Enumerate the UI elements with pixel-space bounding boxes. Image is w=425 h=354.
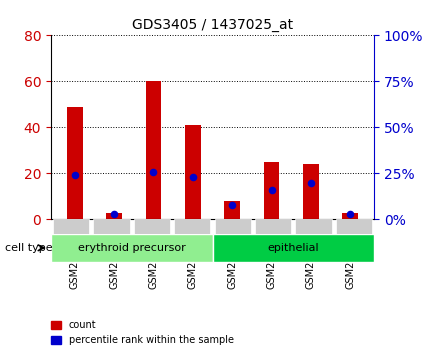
Point	[268, 187, 275, 193]
Title: GDS3405 / 1437025_at: GDS3405 / 1437025_at	[132, 18, 293, 32]
Point	[71, 172, 78, 178]
Bar	[343, 212, 358, 219]
FancyBboxPatch shape	[212, 234, 374, 262]
Point	[150, 169, 157, 175]
Bar	[264, 162, 280, 219]
Point	[308, 180, 314, 185]
Text: epithelial: epithelial	[267, 243, 319, 253]
Point	[190, 174, 196, 180]
Bar	[174, 219, 210, 234]
Text: cell type: cell type	[5, 243, 53, 253]
Point	[229, 202, 235, 207]
Point	[110, 211, 117, 217]
Point	[347, 211, 354, 217]
Bar	[215, 219, 251, 234]
Bar	[255, 219, 291, 234]
Bar	[106, 212, 122, 219]
Bar	[94, 219, 130, 234]
FancyBboxPatch shape	[51, 234, 212, 262]
Bar	[295, 219, 332, 234]
Bar	[67, 107, 82, 219]
Legend: count, percentile rank within the sample: count, percentile rank within the sample	[47, 316, 238, 349]
Bar	[134, 219, 170, 234]
Bar	[185, 125, 201, 219]
Bar	[53, 219, 89, 234]
Bar	[224, 201, 240, 219]
Bar	[336, 219, 372, 234]
Bar	[145, 81, 162, 219]
Bar	[303, 164, 319, 219]
Text: erythroid precursor: erythroid precursor	[78, 243, 186, 253]
